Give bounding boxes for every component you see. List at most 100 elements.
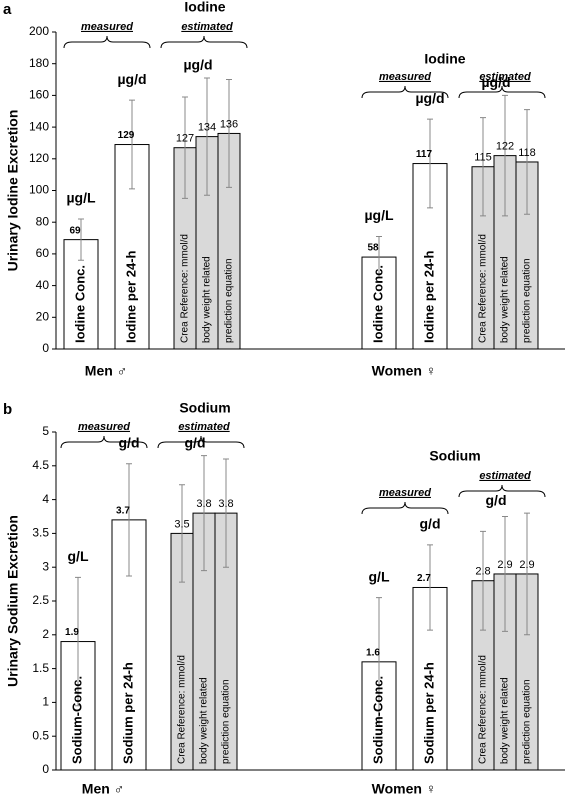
measured-label: measured [78,421,130,433]
value-label: 3.8 [196,498,211,510]
bar-label: Iodine Conc. [370,265,385,343]
y-tick-label: 5 [42,424,49,438]
y-tick-label: 80 [36,214,50,228]
y-axis-label: Urinary Sodium Excretion [5,515,21,687]
value-label: 58 [367,243,379,254]
group-title: Iodine [184,0,225,15]
bar-label: Iodine per 24-h [421,250,436,343]
brace [63,35,151,49]
bar-label: body weight related [500,256,511,343]
y-tick-label: 180 [29,56,49,70]
value-label: 1.9 [65,627,79,638]
measured-label: measured [379,71,431,83]
value-label: 69 [69,225,81,236]
error-bar [427,544,433,631]
bar-label: Sodium per 24-h [421,662,436,764]
error-bar [524,109,530,215]
error-bar [182,96,188,199]
y-tick-label: 20 [36,309,50,323]
error-bar [129,99,135,190]
value-label: 117 [416,149,433,160]
brace [160,35,248,49]
value-label: 2.9 [519,559,534,571]
bar-label: prediction equation [522,258,533,343]
bar-label: prediction equation [522,679,533,764]
group-label: Women ♀ [372,781,437,797]
group-title: Sodium [429,448,480,464]
y-tick-label: 2.5 [32,593,49,607]
y-tick-label: 4.5 [32,458,49,472]
value-label: 127 [176,133,194,145]
unit-label: µg/d [481,74,510,90]
bar-label: prediction equation [224,258,235,343]
estimated-label: estimated [178,421,230,433]
bar-label: Crea Reference: mmol/d [177,655,188,764]
brace [458,85,546,99]
group-label: Men ♂ [82,781,124,797]
value-label: 3.7 [116,506,130,517]
error-bar [480,117,486,217]
panel-label: b [3,401,12,418]
error-bar [75,576,81,707]
error-bar [427,118,433,209]
group-label: Men ♂ [85,363,127,379]
y-tick-label: 100 [29,183,49,197]
estimated-label: estimated [479,470,531,482]
value-label: 118 [518,147,536,159]
bar-label: Crea Reference: mmol/d [478,234,489,343]
unit-label: g/d [119,434,140,450]
unit-label: g/d [185,434,206,450]
value-label: 2.8 [475,566,490,578]
bar-label: body weight related [202,256,213,343]
value-label: 129 [118,130,135,141]
y-tick-label: 160 [29,88,49,102]
error-bar [480,530,486,631]
brace [361,85,449,99]
estimated-label: estimated [479,71,531,83]
estimated-label: estimated [181,21,233,33]
bar-label: Iodine per 24-h [123,250,138,343]
y-tick-label: 120 [29,151,49,165]
brace [157,435,245,449]
value-label: 3.8 [218,498,233,510]
unit-label: g/d [486,492,507,508]
error-bar [502,94,508,217]
error-bar [524,512,530,636]
value-label: 2.9 [497,559,512,571]
bar-label: Crea Reference: mmol/d [478,655,489,764]
y-tick-label: 1 [42,695,49,709]
brace [458,484,546,498]
unit-label: g/L [68,548,89,564]
bar-label: body weight related [199,677,210,764]
error-bar [78,218,84,261]
group-title: Iodine [424,51,465,67]
bar [63,239,99,350]
error-bar [204,77,210,196]
value-label: 2.7 [417,573,431,584]
unit-label: µg/d [183,57,212,73]
bar-label: Sodium per 24-h [120,662,135,764]
panel-label: a [3,1,12,18]
unit-label: µg/d [415,90,444,106]
y-axis-label: Urinary Iodine Excretion [5,110,21,272]
value-label: 122 [496,141,514,153]
unit-label: g/d [420,516,441,532]
error-bar [226,79,232,188]
y-tick-label: 1.5 [32,661,49,675]
bar-label: prediction equation [221,679,232,764]
value-label: 136 [220,118,238,130]
unit-label: µg/d [117,71,146,87]
error-bar [126,463,132,577]
brace [361,501,449,515]
y-tick-label: 200 [29,24,49,38]
y-tick-label: 2 [42,627,49,641]
value-label: 115 [474,152,492,164]
value-label: 3.5 [174,518,189,530]
y-tick-label: 3 [42,559,49,573]
bar-label: body weight related [500,677,511,764]
error-bar [223,458,229,568]
group-label: Women ♀ [372,363,437,379]
error-bar [376,597,382,727]
y-tick-label: 60 [36,246,50,260]
